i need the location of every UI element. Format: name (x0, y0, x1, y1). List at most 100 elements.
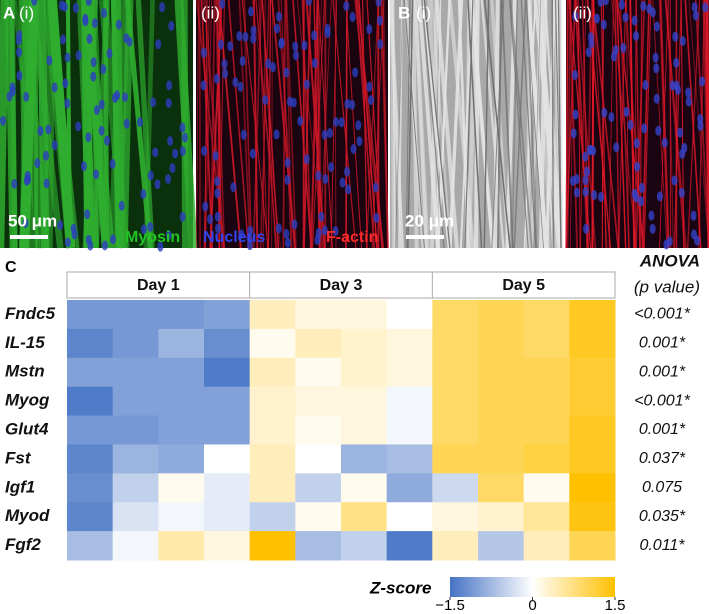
heatmap-cell (478, 444, 525, 474)
heatmap-cell (569, 531, 616, 561)
nucleus (202, 201, 209, 212)
nucleus (219, 0, 226, 9)
subpanel-label: (ii) (201, 3, 220, 22)
colorbar (450, 577, 615, 597)
heatmap-cell (249, 300, 296, 330)
nucleus (631, 188, 638, 199)
fiber (356, 0, 385, 249)
gene-label: Glut4 (5, 419, 49, 438)
fiber (210, 0, 216, 249)
fiber (392, 0, 396, 249)
nucleus (652, 52, 659, 63)
fiber (19, 0, 49, 249)
nucleus (91, 18, 98, 29)
nucleus (284, 237, 291, 248)
nucleus (86, 33, 93, 44)
nucleus (215, 223, 222, 234)
nucleus (213, 73, 220, 84)
nucleus (51, 82, 58, 93)
gene-label: Myod (5, 506, 50, 525)
nucleus (275, 11, 282, 22)
nucleus (587, 144, 594, 155)
nucleus (350, 143, 357, 154)
fiber (660, 0, 670, 249)
nucleus (366, 24, 373, 35)
fiber (501, 0, 514, 249)
heatmap-cell (158, 473, 205, 503)
heatmap-cell (569, 415, 616, 445)
fiber (574, 0, 589, 249)
nucleus (242, 31, 249, 42)
heatmap-cell (523, 328, 570, 359)
nucleus (165, 98, 172, 109)
nucleus (157, 241, 164, 252)
nucleus (284, 157, 291, 168)
heatmap-cell (112, 473, 159, 503)
nucleus (217, 39, 224, 50)
nucleus (238, 229, 245, 240)
nucleus (324, 23, 331, 34)
nucleus (582, 151, 589, 162)
scale-bar-label: 20 μm (405, 211, 454, 230)
heatmap-cell (295, 357, 342, 388)
nucleus (649, 223, 656, 234)
fiber (9, 0, 18, 249)
heatmap-cell (112, 531, 159, 561)
nucleus (699, 76, 706, 87)
fiber (525, 0, 544, 249)
nucleus (6, 91, 13, 102)
fiber (259, 0, 270, 249)
fiber (480, 0, 505, 249)
nucleus (376, 15, 383, 26)
nucleus (669, 80, 676, 91)
fiber (423, 0, 451, 249)
nucleus (147, 221, 154, 232)
nucleus (297, 115, 304, 126)
nucleus (623, 106, 630, 117)
nucleus (653, 93, 660, 104)
nucleus (168, 21, 175, 32)
gene-label: Fst (5, 448, 32, 467)
nucleus (588, 38, 595, 49)
fiber (271, 0, 296, 249)
fiber (664, 0, 686, 249)
fiber (411, 0, 419, 249)
gene-label: Igf1 (5, 477, 35, 496)
nucleus (321, 129, 328, 140)
fiber (525, 0, 538, 249)
nucleus (691, 2, 698, 13)
nucleus (292, 50, 299, 61)
nucleus (301, 40, 308, 51)
fiber (538, 0, 548, 249)
nucleus (311, 58, 318, 69)
heatmap-cell (158, 502, 205, 532)
nucleus (214, 211, 221, 222)
nucleus (672, 31, 679, 42)
nucleus (232, 77, 239, 88)
nucleus (283, 67, 290, 78)
heatmap-cell (569, 357, 616, 388)
nucleus (22, 217, 29, 228)
nucleus (303, 154, 310, 165)
nucleus (240, 129, 247, 140)
nucleus (152, 147, 159, 158)
heatmap-cell (67, 300, 114, 330)
micrographs (0, 0, 709, 252)
nucleus (85, 132, 92, 143)
nucleus (62, 78, 69, 89)
nucleus (571, 70, 578, 81)
heatmap-cell (112, 357, 159, 388)
nucleus (612, 45, 619, 56)
nucleus (690, 229, 697, 240)
nucleus (64, 237, 71, 248)
nucleus (166, 80, 173, 91)
nucleus (70, 223, 77, 234)
heatmap-cell (569, 473, 616, 503)
nucleus (150, 97, 157, 108)
nucleus (42, 150, 49, 161)
heatmap-cell (523, 531, 570, 561)
heatmap-cell (249, 444, 296, 474)
fiber (639, 0, 643, 249)
nucleus (16, 70, 23, 81)
heatmap-cell (204, 502, 251, 532)
